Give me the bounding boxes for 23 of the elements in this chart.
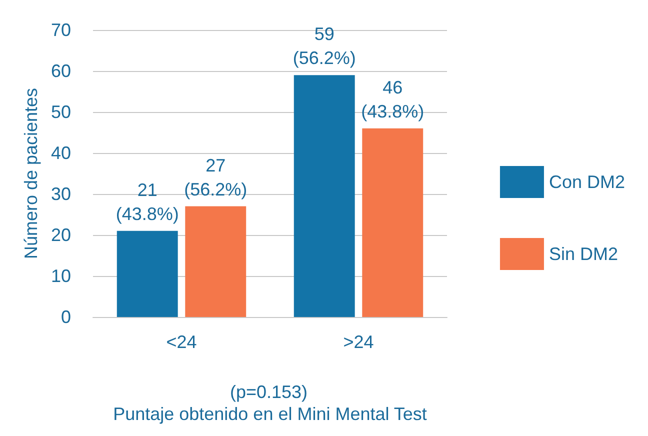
- y-tick-label: 10: [50, 266, 71, 286]
- y-tick-label: 40: [50, 143, 71, 163]
- y-tick-label: 30: [50, 184, 71, 204]
- x-tick-label: >24: [343, 332, 374, 352]
- bar: [294, 75, 355, 317]
- data-label: 27 (56.2%): [184, 155, 248, 200]
- data-label: 21 (43.8%): [116, 180, 179, 224]
- y-tick-label: 60: [50, 61, 71, 81]
- x-axis-title: Puntaje obtenido en el Mini Mental Test: [113, 404, 427, 424]
- y-axis-title: Número de pacientes: [21, 88, 42, 260]
- data-label: 59 (56.2%): [292, 24, 356, 68]
- bar: [362, 128, 424, 317]
- legend-label: Sin DM2: [548, 244, 618, 264]
- data-label: 46 (43.8%): [361, 77, 424, 122]
- bar: [185, 206, 246, 317]
- y-tick-label: 20: [50, 225, 71, 245]
- y-tick-label: 70: [50, 20, 71, 40]
- y-tick-label: 50: [50, 102, 71, 122]
- x-tick-label: <24: [166, 332, 197, 352]
- bar: [116, 230, 178, 317]
- text: (p=0.153): [230, 382, 308, 402]
- legend-label: Con DM2: [548, 172, 626, 192]
- y-tick-label: 0: [60, 307, 71, 327]
